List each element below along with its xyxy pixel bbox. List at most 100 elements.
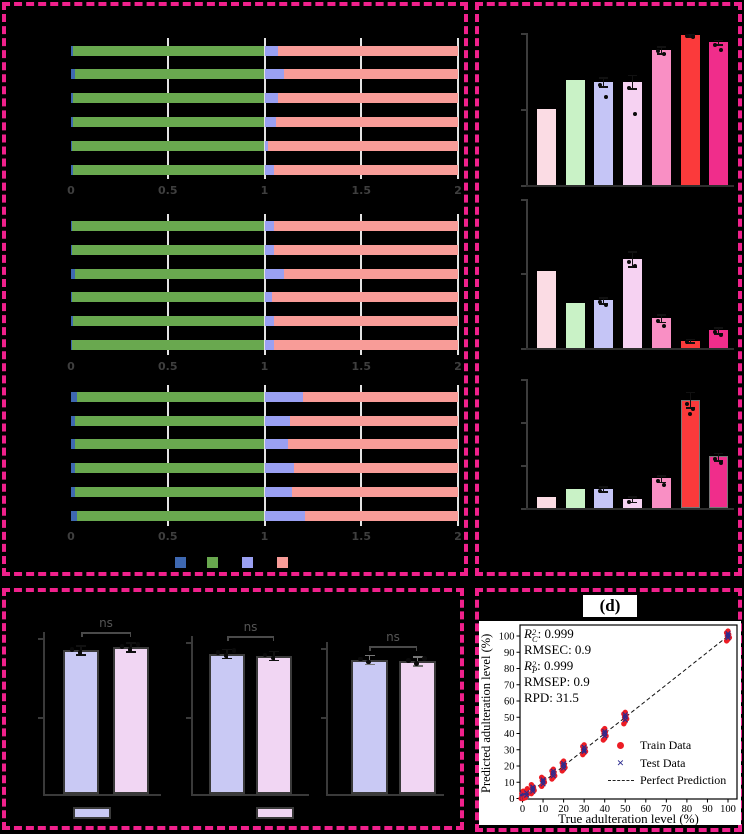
stacked-bar-segment	[287, 439, 458, 449]
test-point	[622, 714, 628, 720]
error-cap	[269, 650, 279, 653]
data-point	[597, 82, 602, 87]
stacked-bar-segment	[274, 245, 458, 255]
error-bar	[602, 486, 605, 492]
x-tick-label: 1	[260, 360, 269, 373]
significance-label: ns	[99, 616, 113, 630]
error-bar	[717, 452, 720, 461]
y-tick-label: 60	[504, 697, 515, 708]
bar	[566, 488, 585, 508]
scatter-legend: Train Data × Test Data Perfect Prediction	[607, 737, 726, 790]
panel-d-label: (d)	[581, 593, 639, 619]
stacked-bar-segment	[71, 46, 74, 56]
bar	[623, 258, 642, 348]
stacked-bar-segment	[71, 269, 75, 279]
y-tick-label: 50	[504, 713, 515, 724]
stacked-bar-segment	[264, 316, 275, 326]
gridline	[457, 38, 459, 179]
panel-d-scatter: (d) 0 0 10 10 20 20 30 30 40 40 50 50 60 60 70 70 80 80 90…	[475, 588, 742, 832]
legend-swatch	[73, 807, 111, 819]
stacked-bar-segment	[72, 316, 265, 326]
stacked-bar-segment	[264, 392, 304, 402]
stacked-bar-segment	[276, 117, 458, 127]
error-bar	[660, 314, 663, 322]
gridline	[457, 214, 459, 355]
plot-frame	[519, 624, 738, 800]
x-tick-label: 0	[67, 360, 75, 373]
bar	[652, 478, 671, 508]
gridline	[166, 38, 169, 179]
x-tick-label: 2	[454, 184, 462, 197]
y-tick-mark	[521, 379, 526, 381]
error-bar	[689, 391, 692, 408]
x-tick-label: 30	[579, 804, 590, 815]
y-tick-mark	[38, 638, 43, 640]
sig-bracket-end	[227, 636, 229, 641]
stacked-bar-segment	[283, 269, 458, 279]
test-point	[601, 730, 608, 737]
test-marker-icon: ×	[616, 755, 625, 771]
panel-c-bar-subplots	[475, 2, 742, 576]
error-bar	[602, 77, 605, 87]
stacked-bar-segment	[274, 221, 458, 231]
legend-swatch	[277, 557, 288, 568]
data-point	[626, 499, 631, 504]
error-cap	[714, 44, 723, 46]
error-cap	[628, 496, 637, 498]
x-tick-label: 0	[520, 804, 525, 815]
stacked-bar-segment	[264, 141, 269, 151]
y-tick-mark	[521, 508, 526, 510]
test-point	[725, 634, 731, 641]
test-point	[560, 760, 567, 767]
bar	[709, 42, 728, 185]
x-tick-label: 80	[682, 804, 693, 815]
stacked-bar-segment	[272, 292, 458, 302]
error-cap	[686, 342, 695, 344]
data-point	[626, 85, 631, 90]
y-tick-mark	[521, 33, 526, 35]
data-point	[597, 489, 602, 494]
error-bar	[631, 74, 634, 89]
metric-line: RPD: 31.5	[524, 689, 579, 705]
stacked-bar-segment	[73, 93, 265, 103]
stacked-bar-segment	[264, 165, 275, 175]
legend-swatch	[256, 807, 294, 819]
test-point	[581, 748, 587, 755]
bar	[351, 659, 388, 794]
test-point	[523, 790, 530, 796]
metric-line: RMSEC: 0.9	[524, 642, 592, 658]
data-point	[712, 456, 717, 461]
data-point	[127, 647, 133, 652]
stacked-bar-segment	[76, 511, 265, 521]
x-axis-spine	[43, 794, 161, 796]
y-tick-label: 90	[504, 648, 515, 659]
error-cap	[599, 297, 608, 299]
x-axis-spine	[526, 508, 734, 510]
data-point	[661, 52, 666, 57]
stacked-bar-segment	[73, 165, 265, 175]
error-cap	[628, 251, 637, 253]
error-cap	[657, 321, 666, 324]
x-tick-label: 60	[641, 804, 652, 815]
stacked-bar-segment	[74, 439, 265, 449]
data-point	[69, 647, 75, 652]
data-point	[655, 319, 660, 324]
stacked-bar-segment	[264, 46, 279, 56]
stacked-bar-segment	[76, 392, 265, 402]
stacked-bar-segment	[71, 487, 75, 497]
y-axis-spine	[43, 632, 45, 794]
stacked-bar-segment	[274, 316, 458, 326]
data-point	[215, 650, 221, 655]
train-point	[602, 725, 608, 732]
test-point	[560, 762, 567, 769]
x-tick-label: 2	[454, 530, 462, 543]
gridline	[457, 385, 459, 526]
stacked-bar-segment	[72, 245, 265, 255]
bar	[566, 303, 585, 348]
x-axis-spine	[191, 794, 309, 796]
y-tick-label: 30	[504, 745, 515, 756]
legend-swatch	[207, 557, 218, 568]
stacked-bar-segment	[264, 340, 275, 350]
data-point	[712, 329, 717, 334]
